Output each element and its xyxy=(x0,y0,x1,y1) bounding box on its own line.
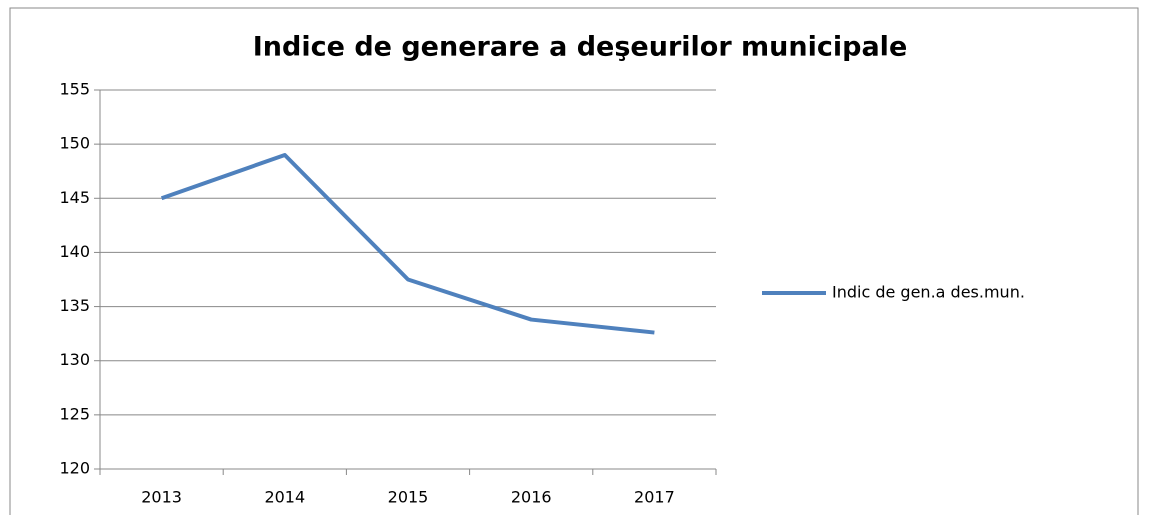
x-tick-label: 2015 xyxy=(388,488,429,507)
data-line xyxy=(160,152,655,335)
chart-title: Indice de generare a deşeurilor municipa… xyxy=(253,32,908,63)
y-tick-label: 125 xyxy=(59,404,90,423)
y-tick-label: 140 xyxy=(59,242,90,261)
x-tick-label: 2013 xyxy=(141,488,182,507)
legend-label: Indic de gen.a des.mun. xyxy=(832,283,1025,302)
y-tick-label: 135 xyxy=(59,296,90,315)
x-tick-label: 2017 xyxy=(634,488,675,507)
y-tick-label: 130 xyxy=(59,350,90,369)
x-tick-label: 2014 xyxy=(264,488,305,507)
y-tick-label: 145 xyxy=(59,188,90,207)
y-tick-label: 150 xyxy=(59,134,90,153)
x-tick-label: 2016 xyxy=(511,488,552,507)
chart-frame xyxy=(9,7,1139,515)
y-tick-label: 155 xyxy=(59,80,90,99)
y-tick-label: 120 xyxy=(59,459,90,478)
